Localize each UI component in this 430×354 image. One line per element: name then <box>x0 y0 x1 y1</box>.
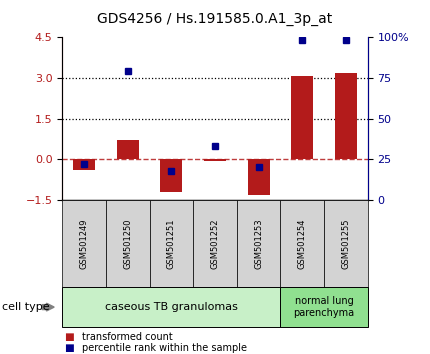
Bar <box>335 73 357 159</box>
Text: caseous TB granulomas: caseous TB granulomas <box>105 302 238 312</box>
Text: ■: ■ <box>64 343 74 353</box>
Text: GSM501252: GSM501252 <box>211 218 219 269</box>
Text: percentile rank within the sample: percentile rank within the sample <box>82 343 247 353</box>
Text: GSM501251: GSM501251 <box>167 218 176 269</box>
Text: GSM501249: GSM501249 <box>80 218 89 269</box>
Text: normal lung
parenchyma: normal lung parenchyma <box>293 296 355 318</box>
Text: GSM501250: GSM501250 <box>123 218 132 269</box>
Text: transformed count: transformed count <box>82 332 172 342</box>
Text: cell type: cell type <box>2 302 50 312</box>
Text: GSM501254: GSM501254 <box>298 218 307 269</box>
Bar <box>160 159 182 193</box>
Text: GDS4256 / Hs.191585.0.A1_3p_at: GDS4256 / Hs.191585.0.A1_3p_at <box>97 12 333 27</box>
Bar <box>73 159 95 170</box>
Bar <box>204 159 226 161</box>
Bar <box>248 159 270 195</box>
Text: GSM501253: GSM501253 <box>254 218 263 269</box>
Text: GSM501255: GSM501255 <box>341 218 350 269</box>
Bar <box>117 140 138 159</box>
Bar <box>291 76 313 159</box>
Text: ■: ■ <box>64 332 74 342</box>
